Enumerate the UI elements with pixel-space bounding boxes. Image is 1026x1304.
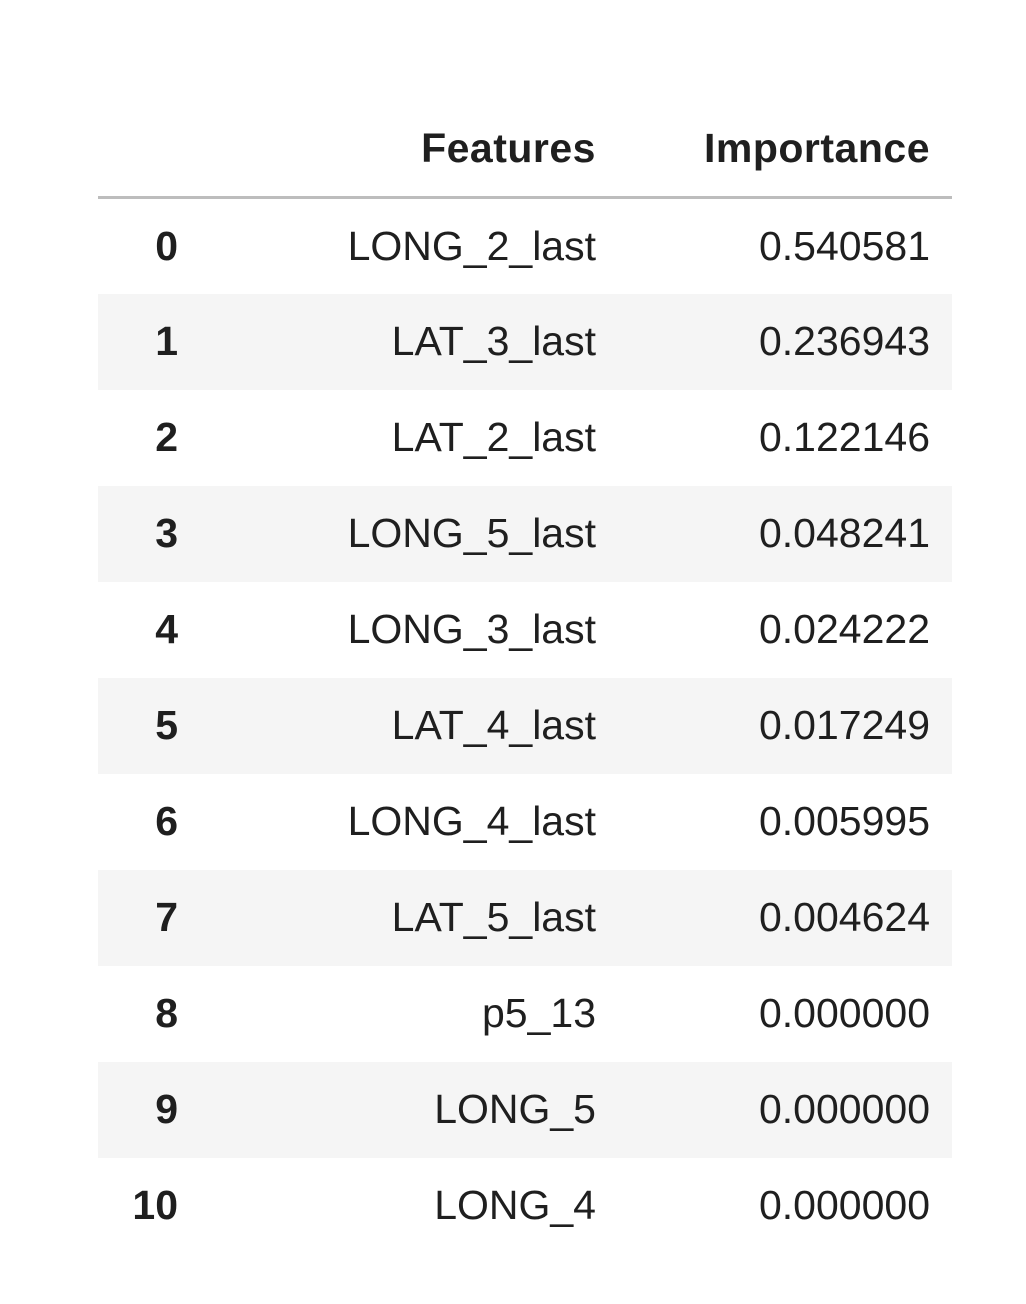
importance-cell: 0.005995: [758, 798, 930, 844]
row-index: 9: [155, 1086, 178, 1132]
row-index: 10: [132, 1182, 178, 1228]
feature-cell: LONG_4: [434, 1182, 596, 1228]
feature-cell: LAT_2_last: [391, 414, 596, 460]
feature-cell: p5_13: [481, 990, 596, 1036]
feature-cell: LONG_2_last: [347, 222, 596, 269]
row-index: 4: [155, 606, 178, 652]
table-header: Features Importance: [98, 100, 952, 199]
dataframe-output: Features Importance 0 LONG_2_last 0.5405…: [98, 100, 952, 1254]
importance-cell: 0.017249: [758, 702, 930, 748]
feature-cell: LONG_4_last: [347, 798, 596, 844]
row-index: 1: [155, 318, 178, 364]
row-index: 7: [155, 894, 178, 940]
table-row: 5 LAT_4_last 0.017249: [98, 677, 952, 774]
importance-column-header: Importance: [618, 100, 952, 199]
table-row: 10 LONG_4 0.000000: [98, 1158, 952, 1254]
table-row: 1 LAT_3_last 0.236943: [98, 293, 952, 390]
importance-cell: 0.122146: [758, 414, 930, 460]
table-row: 2 LAT_2_last 0.122146: [98, 390, 952, 486]
feature-importance-table: Features Importance 0 LONG_2_last 0.5405…: [98, 100, 952, 1254]
table-row: 0 LONG_2_last 0.540581: [98, 198, 952, 294]
row-index: 0: [155, 222, 178, 269]
importance-cell: 0.048241: [758, 510, 930, 556]
table-body: 0 LONG_2_last 0.540581 1 LAT_3_last 0.23…: [98, 198, 952, 1254]
row-index: 2: [155, 414, 178, 460]
table-row: 6 LONG_4_last 0.005995: [98, 774, 952, 870]
features-column-header: Features: [186, 100, 618, 199]
feature-cell: LAT_3_last: [391, 318, 596, 364]
row-index: 6: [155, 798, 178, 844]
feature-cell: LAT_4_last: [391, 702, 596, 748]
table-row: 4 LONG_3_last 0.024222: [98, 582, 952, 678]
table-row: 3 LONG_5_last 0.048241: [98, 485, 952, 582]
importance-cell: 0.540581: [758, 222, 930, 269]
importance-cell: 0.024222: [758, 606, 930, 652]
importance-cell: 0.000000: [758, 990, 930, 1036]
importance-cell: 0.236943: [758, 318, 930, 364]
feature-cell: LONG_5_last: [347, 510, 596, 556]
row-index: 3: [155, 510, 178, 556]
feature-cell: LAT_5_last: [391, 894, 596, 940]
row-index: 8: [155, 990, 178, 1036]
importance-cell: 0.000000: [758, 1086, 930, 1132]
table-row: 7 LAT_5_last 0.004624: [98, 869, 952, 966]
table-row: 8 p5_13 0.000000: [98, 966, 952, 1062]
table-row: 9 LONG_5 0.000000: [98, 1061, 952, 1158]
feature-cell: LONG_5: [434, 1086, 596, 1132]
index-header: [98, 100, 186, 199]
feature-cell: LONG_3_last: [347, 606, 596, 652]
importance-cell: 0.004624: [758, 894, 930, 940]
row-index: 5: [155, 702, 178, 748]
header-row: Features Importance: [98, 100, 952, 199]
importance-cell: 0.000000: [758, 1182, 930, 1228]
